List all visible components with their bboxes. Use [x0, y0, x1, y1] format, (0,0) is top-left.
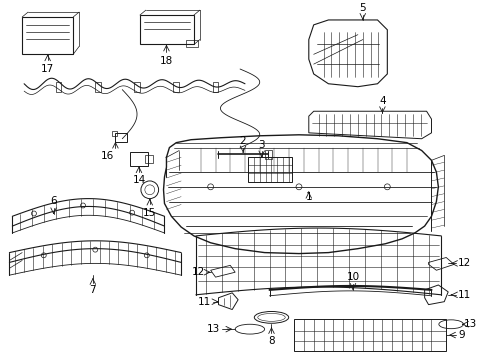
Text: 11: 11 [197, 297, 210, 307]
Bar [293, 319, 446, 351]
Text: 5: 5 [359, 3, 366, 13]
Text: 9: 9 [457, 330, 464, 340]
Bar [112, 131, 117, 136]
Text: 16: 16 [101, 150, 114, 161]
Bar [115, 133, 127, 142]
Text: 18: 18 [160, 56, 173, 66]
Text: 13: 13 [207, 324, 220, 334]
Bar [186, 40, 198, 48]
Bar [264, 149, 272, 159]
Text: 13: 13 [463, 319, 476, 329]
Bar [22, 17, 73, 54]
Text: 6: 6 [50, 197, 57, 207]
Bar [95, 82, 101, 91]
Bar [247, 157, 291, 182]
Text: 1: 1 [305, 192, 311, 202]
Text: 4: 4 [378, 96, 385, 106]
Text: 3: 3 [258, 140, 264, 149]
Text: 8: 8 [267, 336, 274, 346]
Text: 12: 12 [457, 258, 470, 269]
Text: 17: 17 [41, 64, 54, 74]
Text: 10: 10 [346, 272, 359, 282]
Bar [173, 82, 179, 91]
Text: 2: 2 [239, 136, 246, 145]
Bar [130, 153, 147, 166]
Bar [212, 82, 218, 91]
Text: 14: 14 [132, 175, 145, 185]
Bar [144, 156, 152, 163]
Bar [134, 82, 140, 91]
Text: 12: 12 [191, 267, 204, 277]
Bar [140, 15, 194, 45]
Text: 15: 15 [143, 208, 156, 219]
Bar [56, 82, 61, 91]
Text: 7: 7 [89, 285, 96, 295]
Text: 11: 11 [457, 290, 470, 300]
